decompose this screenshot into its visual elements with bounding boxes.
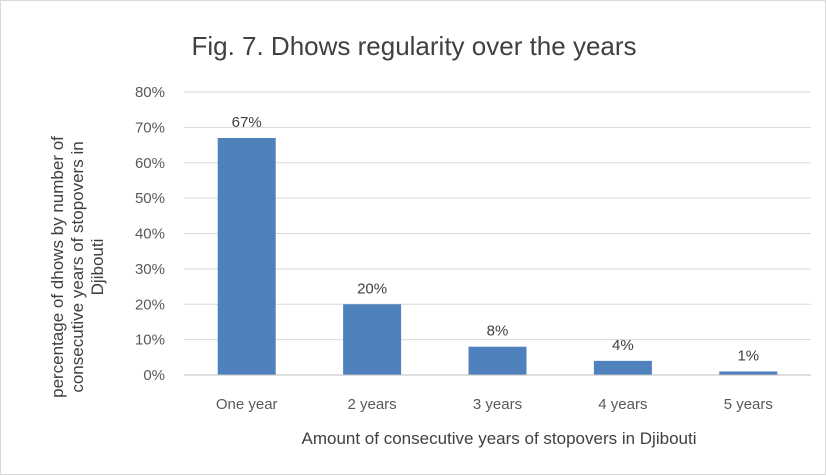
- y-tick-label: 0%: [143, 367, 165, 384]
- x-tick-label: 3 years: [473, 396, 522, 413]
- x-axis-tick-labels: One year 2 years 3 years 4 years 5 years: [216, 396, 773, 413]
- data-label: 1%: [737, 347, 759, 364]
- x-tick-label: 2 years: [347, 396, 396, 413]
- data-label: 67%: [232, 114, 262, 131]
- x-tick-label: 5 years: [724, 396, 773, 413]
- y-tick-label: 10%: [135, 332, 165, 349]
- y-tick-label: 30%: [135, 261, 165, 278]
- bars: [217, 137, 778, 375]
- x-tick-label: 4 years: [598, 396, 647, 413]
- y-tick-label: 40%: [135, 226, 165, 243]
- y-axis-title-line-3: Djibouti: [88, 239, 107, 296]
- data-label: 8%: [487, 323, 509, 340]
- y-tick-label: 70%: [135, 119, 165, 136]
- chart-title: Fig. 7. Dhows regularity over the years: [191, 31, 636, 61]
- bar-1: [217, 137, 276, 375]
- y-axis-tick-labels: 0% 10% 20% 30% 40% 50% 60% 70% 80%: [135, 84, 165, 384]
- y-axis-title-line-2: consecutive years of stopovers in: [68, 141, 87, 392]
- y-axis-title: percentage of dhows by number of consecu…: [48, 136, 107, 398]
- y-axis-title-line-1: percentage of dhows by number of: [48, 136, 67, 398]
- bar-4: [593, 360, 652, 375]
- bar-5: [719, 371, 778, 375]
- bar-2: [343, 304, 402, 375]
- data-label: 4%: [612, 337, 634, 354]
- data-labels: 67% 20% 8% 4% 1%: [232, 114, 759, 364]
- y-tick-label: 50%: [135, 190, 165, 207]
- x-axis-title: Amount of consecutive years of stopovers…: [302, 429, 697, 448]
- x-tick-label: One year: [216, 396, 278, 413]
- gridlines: [184, 91, 811, 341]
- y-tick-label: 80%: [135, 84, 165, 101]
- y-tick-label: 20%: [135, 296, 165, 313]
- bar-3: [468, 346, 527, 375]
- y-tick-label: 60%: [135, 155, 165, 172]
- data-label: 20%: [357, 280, 387, 297]
